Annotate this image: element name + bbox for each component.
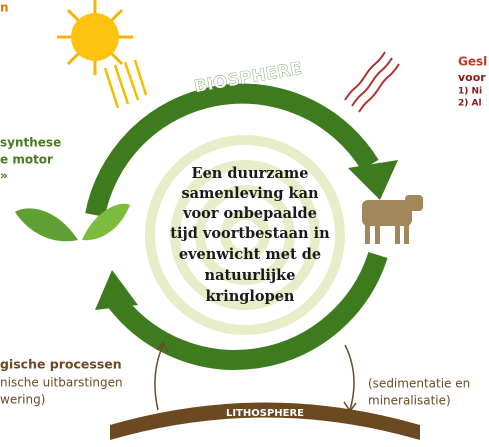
left-note: synthese xyxy=(0,136,61,150)
lithosphere-label: LITHOSPHERE xyxy=(226,408,304,419)
bottom-right-line: (sedimentatie en xyxy=(368,377,470,391)
center-line: tijd voortbestaan in xyxy=(170,225,330,242)
center-line: voor onbepaalde xyxy=(182,205,317,222)
right-note-item: 1) Ni xyxy=(458,87,482,97)
lower-arrowhead xyxy=(95,270,138,310)
left-note: » xyxy=(0,169,8,183)
center-line: evenwicht met de xyxy=(179,246,321,263)
cow xyxy=(362,195,423,244)
bottom-left-line: nische uitbarstingen xyxy=(0,376,123,390)
diagram: n BIOSPHERE LITHOSPHERE Gesl voor 1) Ni … xyxy=(0,0,489,447)
bottom-right-line: mineralisatie) xyxy=(368,394,451,408)
leaf xyxy=(15,204,130,241)
center-line: samenleving kan xyxy=(181,185,319,202)
left-note: e motor xyxy=(0,153,53,167)
corner-label: n xyxy=(0,1,9,15)
bottom-left-title: gische processen xyxy=(0,357,122,372)
center-line: natuurlijke xyxy=(205,267,296,284)
right-note-title: Gesl xyxy=(458,55,487,69)
right-note-item: 2) Al xyxy=(458,99,482,109)
right-note-subtitle: voor xyxy=(458,71,486,84)
center-line: Een duurzame xyxy=(192,165,309,182)
heat-waves xyxy=(345,52,399,112)
center-line: kringlopen xyxy=(206,288,295,305)
bottom-left-line: wering) xyxy=(0,393,45,407)
sun xyxy=(57,0,146,108)
upper-arrowhead xyxy=(348,160,398,200)
